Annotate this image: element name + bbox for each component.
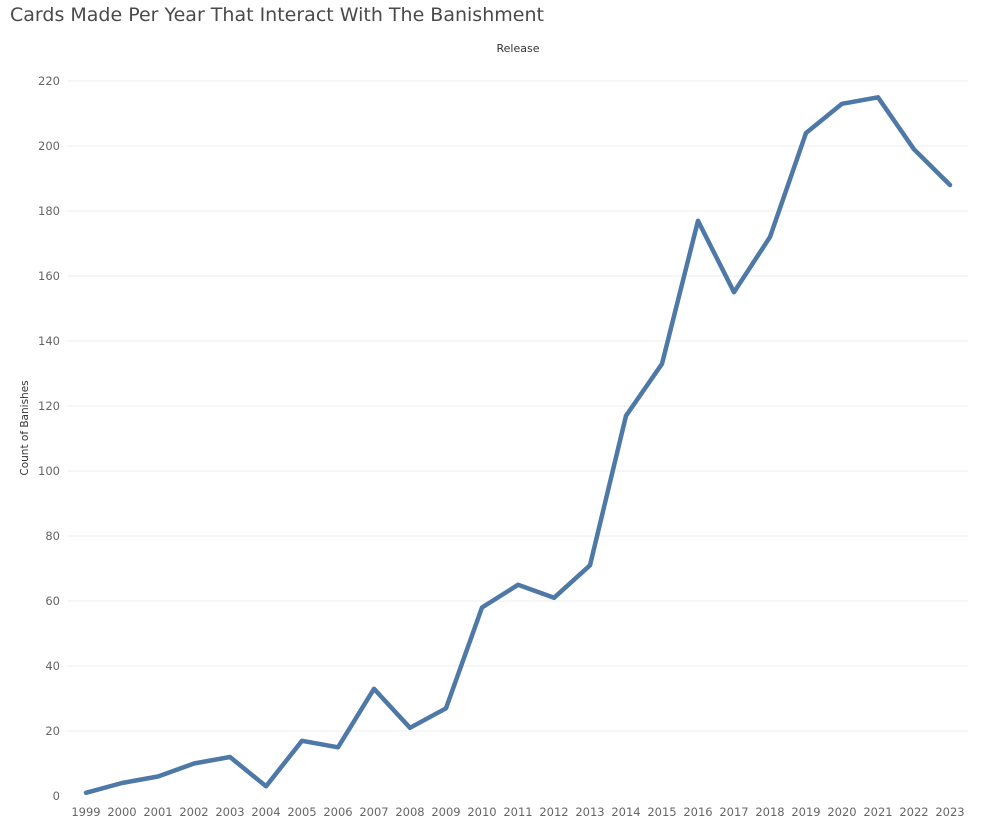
x-tick-label: 1999 — [71, 805, 100, 819]
x-tick-label: 2016 — [683, 805, 712, 819]
data-point-2019 — [803, 130, 809, 136]
data-point-2008 — [407, 725, 413, 731]
data-point-2003 — [227, 754, 233, 760]
y-tick-label: 140 — [38, 334, 60, 348]
data-point-2014 — [623, 413, 629, 419]
data-point-2012 — [551, 595, 557, 601]
y-tick-label: 80 — [45, 529, 60, 543]
chart-title: Cards Made Per Year That Interact With T… — [10, 4, 544, 26]
x-tick-label: 2008 — [395, 805, 424, 819]
x-tick-label: 2011 — [503, 805, 532, 819]
y-tick-label: 180 — [38, 204, 60, 218]
data-point-2021 — [875, 94, 881, 100]
series-line — [83, 95, 953, 796]
data-point-2018 — [767, 234, 773, 240]
x-tick-label: 2020 — [827, 805, 856, 819]
x-tick-label: 2000 — [107, 805, 136, 819]
x-tick-label: 2005 — [287, 805, 316, 819]
x-tick-label: 2019 — [791, 805, 820, 819]
gridlines — [68, 80, 968, 732]
data-point-2015 — [659, 361, 665, 367]
y-tick-label: 20 — [45, 724, 60, 738]
x-tick-label: 2022 — [899, 805, 928, 819]
x-tick-label: 2012 — [539, 805, 568, 819]
x-tick-label: 2014 — [611, 805, 640, 819]
data-point-2011 — [515, 582, 521, 588]
data-point-2017 — [731, 289, 737, 295]
column-header: Release — [496, 42, 540, 55]
x-tick-label: 2023 — [935, 805, 964, 819]
data-point-2010 — [479, 605, 485, 611]
data-point-2023 — [947, 182, 953, 188]
x-tick-label: 2002 — [179, 805, 208, 819]
y-tick-label: 100 — [38, 464, 60, 478]
x-tick-label: 2003 — [215, 805, 244, 819]
x-tick-label: 2001 — [143, 805, 172, 819]
y-tick-label: 200 — [38, 139, 60, 153]
data-point-2005 — [299, 738, 305, 744]
x-tick-label: 2015 — [647, 805, 676, 819]
data-point-2001 — [155, 774, 161, 780]
y-tick-label: 60 — [45, 594, 60, 608]
y-axis-ticks: 0 20 40 60 80 100 120 140 160 180 200 220 — [38, 74, 60, 803]
data-point-2000 — [119, 780, 125, 786]
data-point-2007 — [371, 686, 377, 692]
y-tick-label: 0 — [53, 789, 60, 803]
y-tick-label: 120 — [38, 399, 60, 413]
data-point-2016 — [695, 218, 701, 224]
x-tick-label: 2017 — [719, 805, 748, 819]
series-group — [83, 94, 953, 796]
data-point-2006 — [335, 744, 341, 750]
x-tick-label: 2010 — [467, 805, 496, 819]
data-point-2020 — [839, 101, 845, 107]
y-tick-label: 40 — [45, 659, 60, 673]
y-tick-label: 160 — [38, 269, 60, 283]
data-point-2004 — [263, 783, 269, 789]
x-axis-ticks: 1999 2000 2001 2002 2003 2004 2005 2006 2007 2008… — [71, 805, 964, 819]
x-tick-label: 2018 — [755, 805, 784, 819]
data-point-1999 — [83, 790, 89, 796]
x-tick-label: 2013 — [575, 805, 604, 819]
x-tick-label: 2006 — [323, 805, 352, 819]
y-tick-label: 220 — [38, 74, 60, 88]
data-point-2013 — [587, 562, 593, 568]
x-tick-label: 2009 — [431, 805, 460, 819]
data-point-2002 — [191, 761, 197, 767]
x-tick-label: 2021 — [863, 805, 892, 819]
x-tick-label: 2004 — [251, 805, 280, 819]
x-tick-label: 2007 — [359, 805, 388, 819]
data-point-2009 — [443, 705, 449, 711]
data-point-2022 — [911, 146, 917, 152]
